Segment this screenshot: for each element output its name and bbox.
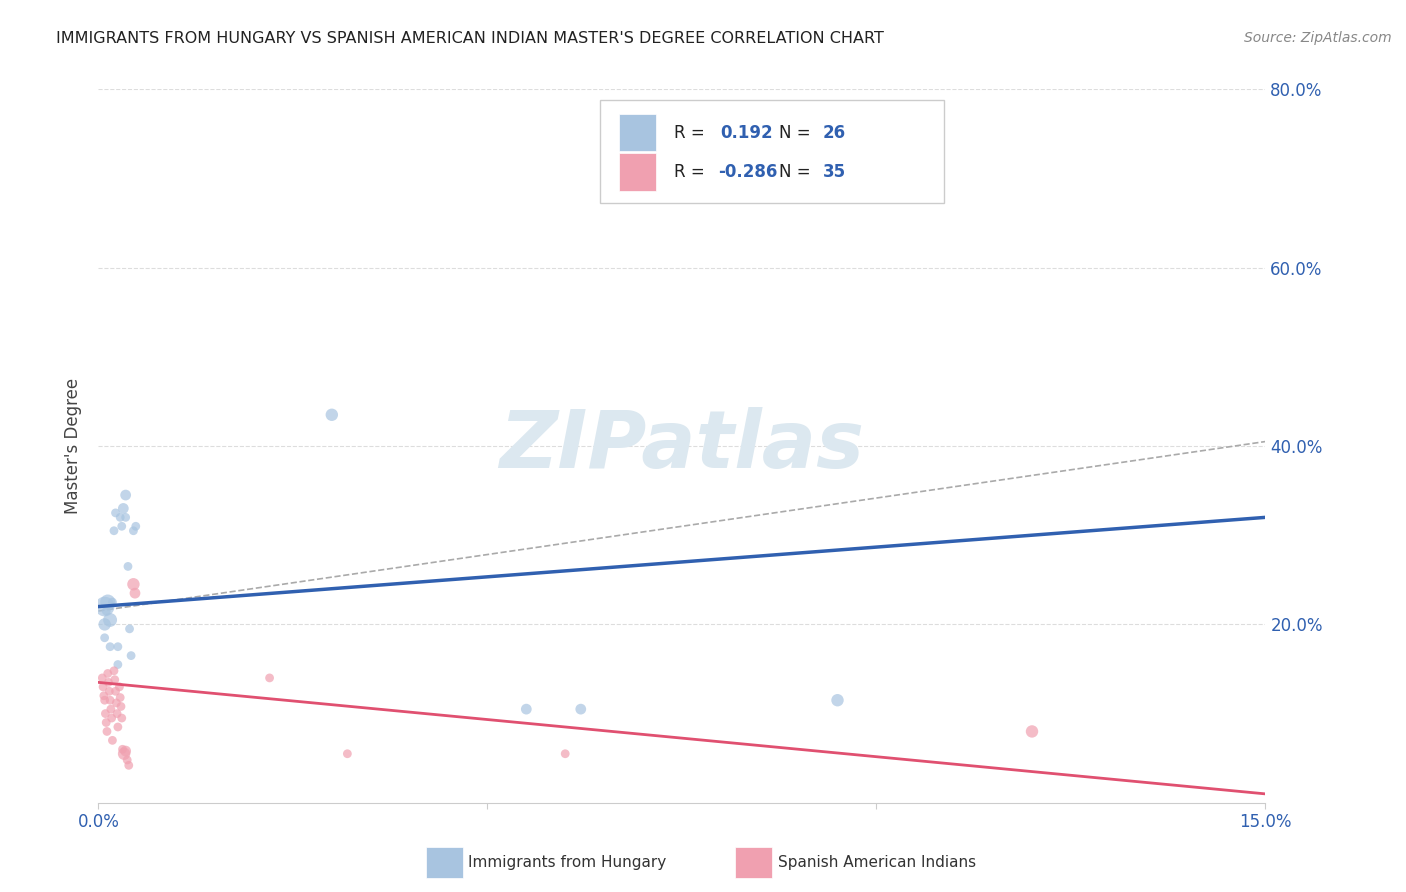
Text: Immigrants from Hungary: Immigrants from Hungary: [468, 855, 666, 870]
Text: Spanish American Indians: Spanish American Indians: [778, 855, 976, 870]
Point: [122, 577, 145, 591]
Point: [104, 506, 127, 520]
Point: [105, 696, 128, 710]
Point: [94, 706, 117, 721]
Point: [91, 680, 114, 694]
Point: [554, 747, 576, 761]
Point: [110, 699, 132, 714]
Point: [104, 673, 127, 687]
Point: [93, 689, 115, 703]
Point: [97, 675, 120, 690]
Point: [93, 617, 115, 632]
Point: [108, 680, 131, 694]
FancyBboxPatch shape: [619, 153, 657, 191]
FancyBboxPatch shape: [619, 114, 657, 152]
Point: [111, 742, 134, 756]
Point: [103, 664, 125, 678]
Point: [569, 702, 592, 716]
Point: [107, 720, 129, 734]
Point: [96, 715, 118, 730]
Point: [112, 747, 135, 761]
Text: R =: R =: [673, 124, 704, 142]
Point: [114, 488, 136, 502]
Point: [100, 702, 122, 716]
Point: [827, 693, 849, 707]
Y-axis label: Master's Degree: Master's Degree: [65, 378, 83, 514]
Text: N =: N =: [779, 124, 810, 142]
Point: [96, 724, 118, 739]
Text: 35: 35: [823, 163, 846, 181]
Point: [122, 524, 145, 538]
Point: [101, 733, 124, 747]
Text: IMMIGRANTS FROM HUNGARY VS SPANISH AMERICAN INDIAN MASTER'S DEGREE CORRELATION C: IMMIGRANTS FROM HUNGARY VS SPANISH AMERI…: [56, 31, 884, 46]
Text: 0.192: 0.192: [720, 124, 773, 142]
Text: ZIPatlas: ZIPatlas: [499, 407, 865, 485]
Point: [97, 595, 120, 609]
Point: [93, 599, 115, 614]
Text: 26: 26: [823, 124, 846, 142]
Point: [107, 657, 129, 672]
Point: [103, 524, 125, 538]
Point: [98, 640, 121, 654]
Point: [115, 753, 138, 767]
Text: R =: R =: [673, 163, 704, 181]
Point: [98, 693, 121, 707]
Text: N =: N =: [779, 163, 810, 181]
Point: [107, 640, 129, 654]
Point: [1021, 724, 1043, 739]
Point: [111, 711, 134, 725]
Point: [93, 693, 115, 707]
Point: [108, 690, 131, 705]
Point: [114, 744, 136, 758]
Point: [105, 706, 128, 721]
Point: [321, 408, 343, 422]
Point: [125, 519, 148, 533]
Text: Source: ZipAtlas.com: Source: ZipAtlas.com: [1244, 31, 1392, 45]
Point: [104, 684, 127, 698]
Point: [112, 501, 135, 516]
Point: [118, 758, 141, 772]
Point: [515, 702, 537, 716]
Point: [93, 631, 115, 645]
Point: [114, 510, 136, 524]
Point: [259, 671, 281, 685]
Point: [98, 684, 121, 698]
Point: [100, 711, 122, 725]
Point: [120, 648, 142, 663]
Point: [91, 671, 114, 685]
Point: [101, 595, 124, 609]
Point: [111, 519, 134, 533]
Point: [96, 604, 118, 618]
Point: [118, 622, 141, 636]
Point: [108, 510, 131, 524]
Point: [97, 666, 120, 681]
Point: [336, 747, 359, 761]
Point: [117, 559, 139, 574]
Point: [98, 613, 121, 627]
Point: [124, 586, 146, 600]
FancyBboxPatch shape: [600, 100, 945, 203]
Text: -0.286: -0.286: [718, 163, 778, 181]
